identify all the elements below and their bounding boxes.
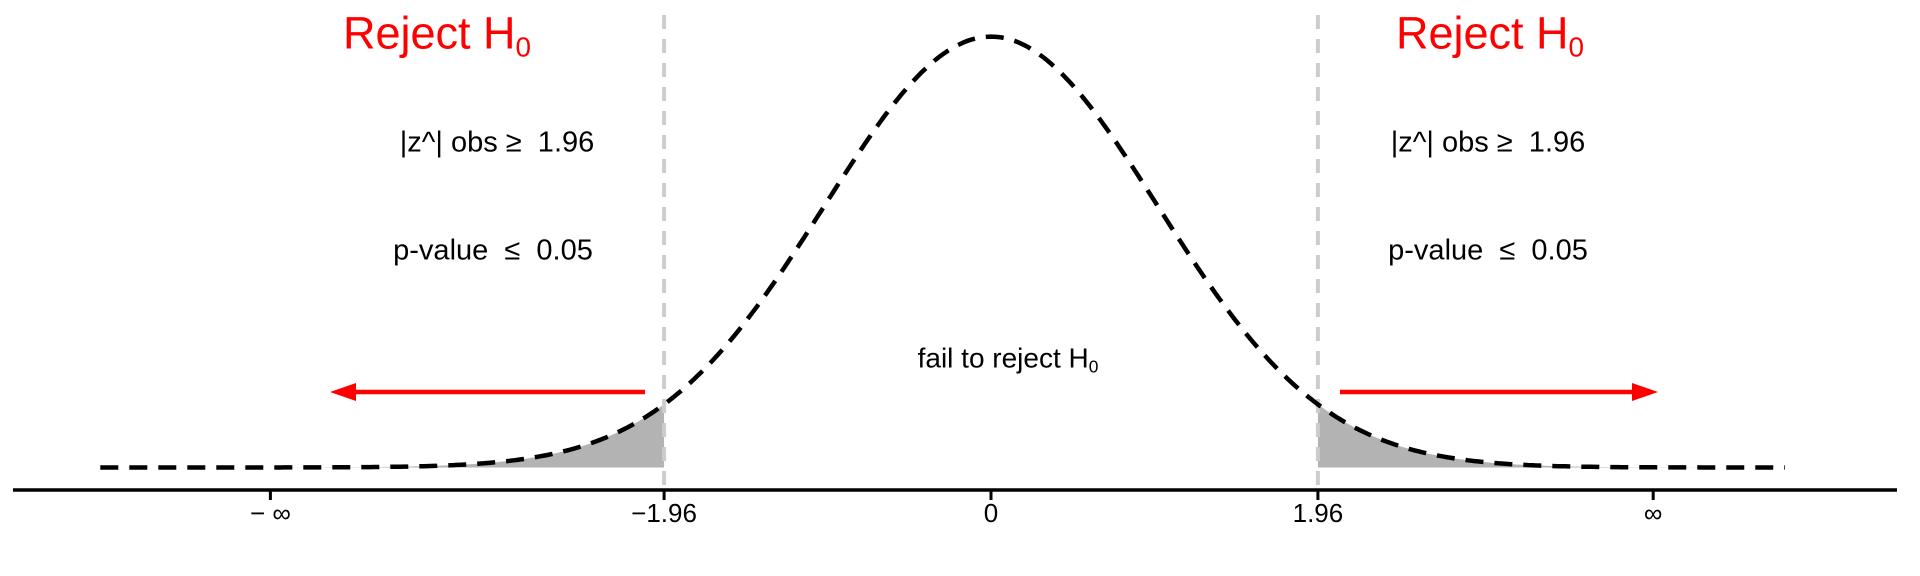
reject-arrow-head-icon <box>330 383 356 401</box>
pvalue-condition-left: p-value ≤ 0.05 <box>393 234 593 267</box>
tick-label-neg-1-96: −1.96 <box>631 498 697 528</box>
fail-to-reject-text: fail to reject H <box>917 342 1089 374</box>
pvalue-condition-right: p-value ≤ 0.05 <box>1388 234 1588 267</box>
h0-subscript: 0 <box>1088 356 1099 377</box>
tick-label-pos-1-96: 1.96 <box>1292 498 1344 528</box>
h0-subscript: 0 <box>1568 31 1585 63</box>
reject-h0-label-left: Reject H0 <box>343 11 531 62</box>
reject-arrow-head-icon <box>1632 383 1658 401</box>
zobs-condition-left: |z^| obs ≥ 1.96 <box>399 126 595 159</box>
normal-density-curve <box>100 34 1785 470</box>
reject-h0-text: Reject H <box>342 7 516 59</box>
tick-label-pos-infinity: ∞ <box>1643 498 1663 528</box>
rejection-region-left <box>100 404 665 468</box>
tick-label-neg-infinity: − ∞ <box>249 498 291 528</box>
h0-subscript: 0 <box>515 31 532 63</box>
reject-h0-text: Reject H <box>1395 7 1569 59</box>
fail-to-reject-label: fail to reject H0 <box>918 344 1099 375</box>
tick-label-zero: 0 <box>983 498 999 528</box>
rejection-region-right <box>1317 404 1787 468</box>
zobs-condition-right: |z^| obs ≥ 1.96 <box>1390 126 1586 159</box>
reject-h0-label-right: Reject H0 <box>1396 11 1584 62</box>
